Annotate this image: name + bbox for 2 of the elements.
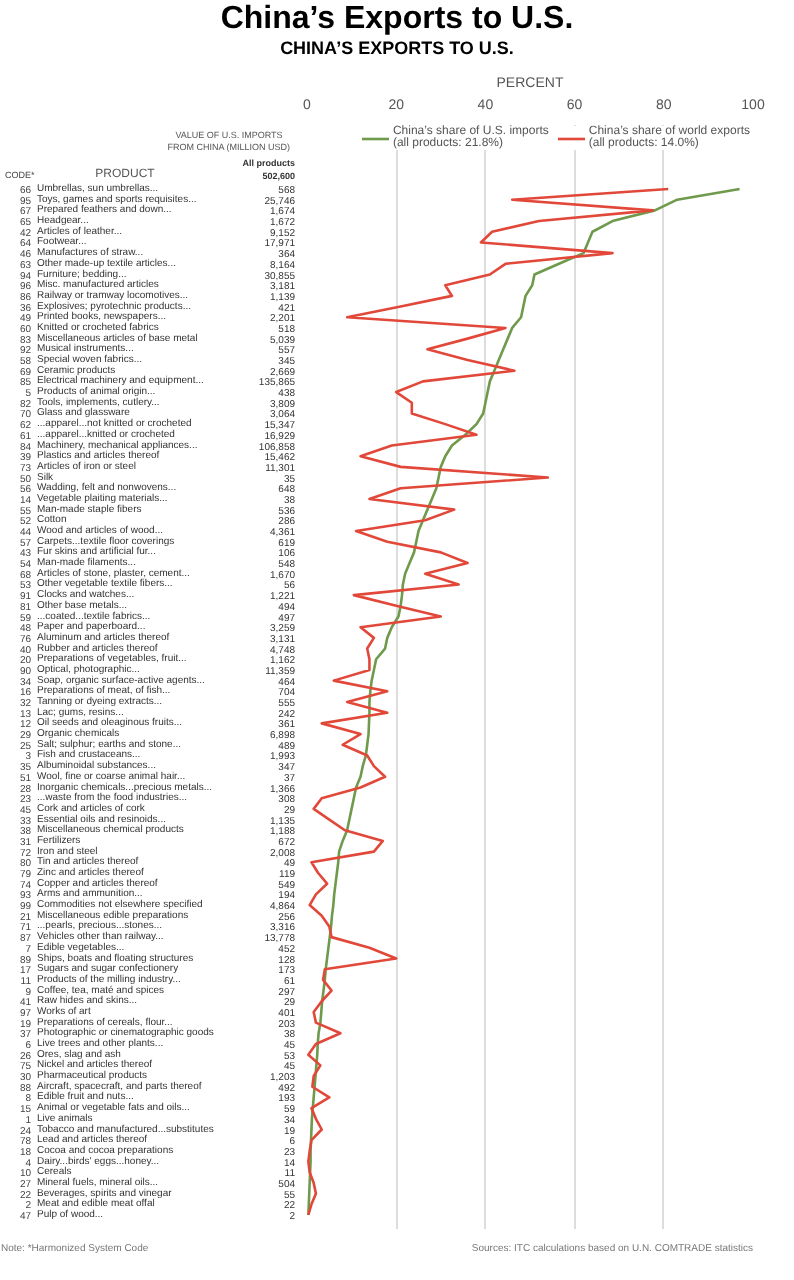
chart-title: China’s Exports to U.S. — [220, 0, 574, 38]
chart-subtitle: CHINA’S EXPORTS TO U.S. — [280, 38, 514, 60]
